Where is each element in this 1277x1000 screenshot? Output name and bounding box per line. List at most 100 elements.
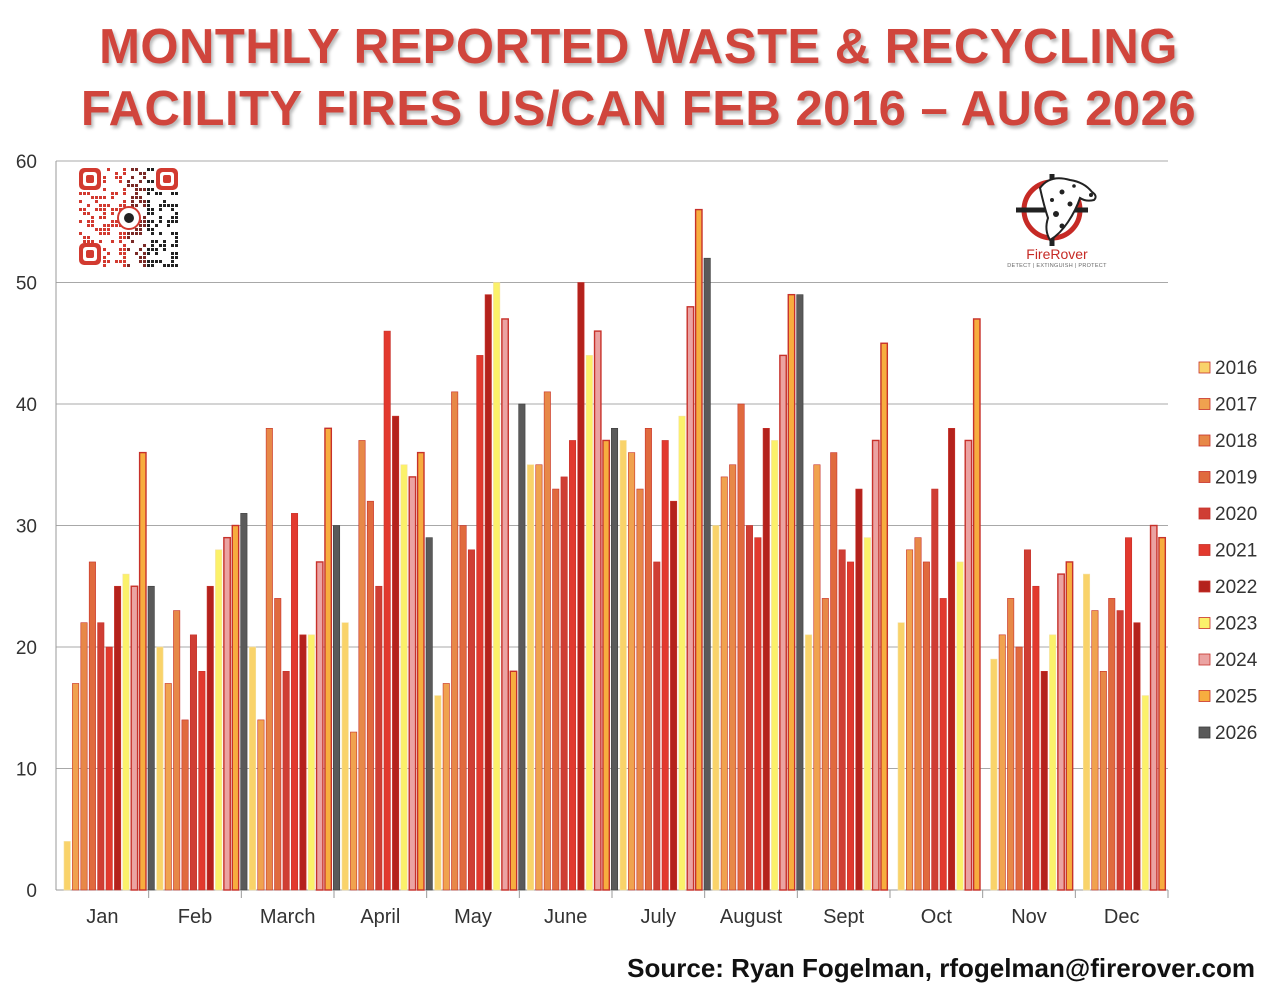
bar-2019-august — [737, 403, 745, 891]
bar-2018-oct — [914, 537, 922, 891]
bar-2021-jan — [105, 646, 113, 891]
bar-2023-feb — [215, 549, 223, 891]
legend-swatch-2018 — [1198, 434, 1211, 447]
legend-label-2025: 2025 — [1215, 687, 1257, 708]
bar-2021-may — [476, 355, 484, 891]
bar-2021-dec — [1125, 537, 1133, 891]
bar-2023-sept — [863, 537, 871, 891]
bar-2022-sept — [855, 488, 863, 891]
logo-name: FireRover — [1026, 246, 1088, 262]
bar-2019-oct — [922, 561, 930, 891]
bar-2020-july — [653, 561, 661, 891]
bar-2025-august — [787, 293, 796, 891]
bar-2022-august — [762, 427, 770, 891]
bar-2020-jan — [97, 622, 105, 891]
x-tick-label: Feb — [178, 906, 212, 928]
bar-2017-august — [720, 476, 728, 891]
bar-2021-april — [383, 330, 391, 891]
bar-2024-nov — [1057, 573, 1065, 891]
bar-2026-april — [425, 537, 433, 891]
bar-2026-august — [796, 294, 804, 891]
bar-2024-may — [501, 318, 509, 891]
bar-2023-oct — [956, 561, 964, 891]
legend-label-2021: 2021 — [1215, 541, 1257, 562]
x-tick-label: Sept — [823, 906, 865, 928]
bar-2018-nov — [1007, 598, 1015, 891]
bar-2021-oct — [939, 598, 947, 891]
bar-2016-oct — [897, 622, 905, 891]
bar-2019-jan — [88, 561, 96, 891]
bar-2022-jan — [114, 585, 122, 891]
bar-2017-april — [350, 731, 358, 891]
legend-swatch-2022 — [1198, 580, 1211, 593]
bar-2018-march — [265, 427, 273, 891]
bar-2023-nov — [1049, 634, 1057, 891]
bar-2016-feb — [156, 646, 164, 891]
bar-2025-june — [602, 439, 611, 891]
bar-2017-june — [535, 464, 543, 891]
legend-swatch-2017 — [1198, 398, 1211, 410]
bar-2022-feb — [206, 585, 214, 891]
bar-2018-july — [636, 488, 644, 891]
bar-2017-july — [628, 452, 636, 891]
bar-2018-dec — [1099, 670, 1107, 891]
bar-2020-may — [467, 549, 475, 891]
legend-swatch-2019 — [1198, 471, 1211, 483]
bar-2024-oct — [964, 439, 973, 891]
y-tick-label: 0 — [26, 881, 37, 902]
bar-2024-feb — [223, 536, 231, 891]
bar-2025-jan — [138, 451, 147, 891]
bar-2026-jan — [147, 585, 155, 891]
bar-2025-oct — [972, 318, 981, 891]
bar-2023-dec — [1141, 695, 1149, 891]
bar-2021-june — [569, 440, 577, 891]
legend-label-2017: 2017 — [1215, 395, 1257, 416]
legend-label-2024: 2024 — [1215, 650, 1258, 671]
bar-2021-nov — [1032, 585, 1040, 891]
bar-2023-june — [585, 355, 593, 891]
bar-2022-march — [299, 634, 307, 891]
bar-2025-april — [416, 451, 425, 891]
bar-2026-march — [333, 525, 341, 891]
bar-2016-april — [341, 622, 349, 891]
y-tick-label: 40 — [16, 395, 37, 416]
bar-2023-may — [493, 282, 501, 891]
bar-2023-jan — [122, 573, 130, 891]
bar-2016-sept — [805, 634, 813, 891]
bar-2016-may — [434, 695, 442, 891]
bar-2023-july — [678, 415, 686, 891]
bar-2019-dec — [1108, 598, 1116, 891]
bar-2025-march — [324, 427, 333, 891]
legend-label-2023: 2023 — [1215, 614, 1257, 635]
bar-2022-july — [670, 500, 678, 891]
bar-2020-oct — [931, 488, 939, 891]
bar-2018-sept — [821, 598, 829, 891]
bar-2026-june — [611, 427, 619, 891]
bar-2017-dec — [1091, 610, 1099, 891]
bar-2018-jan — [80, 622, 88, 891]
x-tick-label: March — [260, 906, 316, 928]
bar-2024-march — [315, 561, 324, 891]
x-tick-label: Jan — [86, 906, 118, 928]
bar-2021-august — [754, 537, 762, 891]
bar-2021-feb — [198, 670, 206, 891]
bar-2017-jan — [72, 683, 80, 891]
bar-2026-may — [518, 403, 526, 891]
bar-2026-july — [703, 257, 711, 891]
bar-2024-sept — [871, 439, 880, 891]
bar-2019-march — [274, 598, 282, 891]
bar-2020-april — [375, 585, 383, 891]
bar-2025-feb — [231, 524, 240, 891]
bar-2023-august — [771, 440, 779, 891]
bar-2018-august — [729, 464, 737, 891]
bar-2020-sept — [838, 549, 846, 891]
bar-2020-june — [560, 476, 568, 891]
y-tick-label: 60 — [16, 152, 37, 173]
bar-2025-sept — [880, 342, 889, 891]
firerover-logo — [1016, 174, 1097, 246]
legend-swatch-2026 — [1198, 726, 1211, 739]
x-tick-label: July — [641, 906, 677, 928]
bar-2022-april — [392, 415, 400, 891]
bar-2017-sept — [813, 464, 821, 891]
legend-swatch-2020 — [1198, 507, 1211, 520]
